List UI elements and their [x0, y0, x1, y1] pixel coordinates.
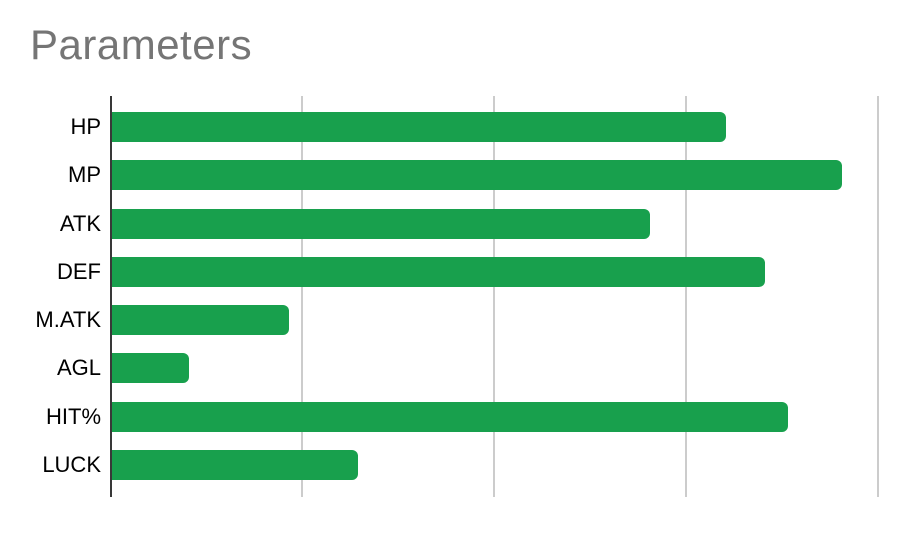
value-axis-baseline [110, 96, 112, 497]
bar-luck [112, 449, 358, 480]
bar-row-m-atk: M.ATK [0, 296, 878, 344]
bar-hit- [112, 401, 788, 432]
plot-area: HP MP ATK DEF M.ATK AGL HIT% LUCK [0, 96, 878, 497]
bar-track [110, 248, 878, 296]
category-label: HP [70, 114, 101, 140]
bar-agl [112, 353, 189, 384]
gridline-50 [493, 96, 495, 497]
bar-mp [112, 160, 842, 191]
category-label: ATK [59, 210, 101, 236]
bar-row-hp: HP [0, 103, 878, 151]
bar-track [110, 200, 878, 248]
bar-track [110, 344, 878, 392]
bar-track [110, 151, 878, 199]
category-label: LUCK [42, 451, 101, 477]
chart-title: Parameters [30, 21, 253, 68]
bar-row-agl: AGL [0, 344, 878, 392]
bar-row-atk: ATK [0, 200, 878, 248]
bar-track [110, 393, 878, 441]
bar-track [110, 441, 878, 489]
category-label: DEF [57, 258, 101, 284]
bar-track [110, 103, 878, 151]
gridline-25 [301, 96, 303, 497]
bar-atk [112, 208, 650, 239]
gridline-75 [685, 96, 687, 497]
bar-row-hit-: HIT% [0, 393, 878, 441]
category-label: AGL [56, 355, 101, 381]
gridline-100 [877, 96, 879, 497]
bar-track [110, 296, 878, 344]
category-label: HIT% [46, 403, 101, 429]
category-label: M.ATK [35, 307, 101, 333]
bar-hp [112, 112, 727, 143]
bar-m-atk [112, 305, 289, 336]
category-label: MP [68, 162, 101, 188]
bar-row-def: DEF [0, 248, 878, 296]
gridlines [110, 96, 879, 497]
bar-def [112, 256, 765, 287]
bar-row-luck: LUCK [0, 441, 878, 489]
bar-row-mp: MP [0, 151, 878, 199]
